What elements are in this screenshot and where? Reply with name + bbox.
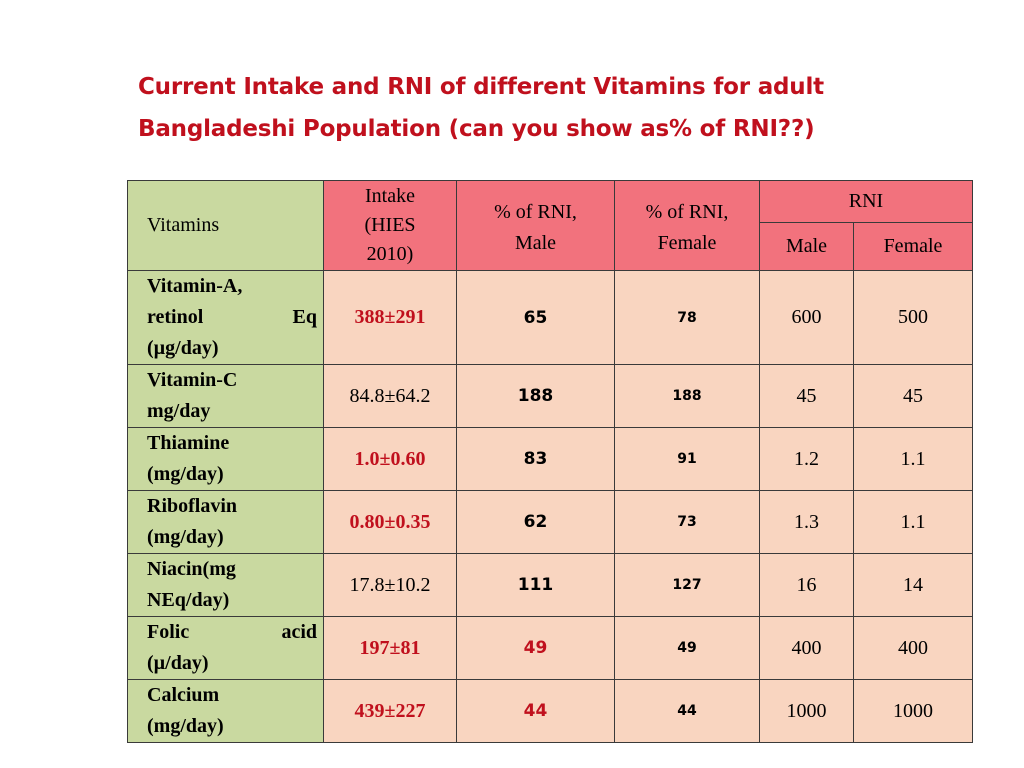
rni-male-value: 1000 [759, 679, 854, 743]
pct-rni-male-value: 49 [456, 616, 615, 680]
rni-female-value: 14 [853, 553, 973, 617]
rni-female-value: 500 [853, 270, 973, 365]
table-row: Calcium (mg/day) 439±227 44 44 1000 1000 [127, 679, 973, 743]
intake-value: 388±291 [323, 270, 457, 365]
vitamin-name-line-2: mg/day [147, 400, 211, 422]
table-row: Vitamin-C mg/day 84.8±64.2 188 188 45 45 [127, 364, 973, 428]
vitamin-name-word: acid [281, 621, 317, 643]
pct-rni-female-value: 91 [614, 427, 760, 491]
slide-title: Current Intake and RNI of different Vita… [138, 66, 958, 150]
table-header-row: Vitamins Intake (HIES 2010) % of RNI, Ma… [127, 180, 973, 271]
vitamin-name-word: Folic [147, 621, 190, 643]
intake-value: 197±81 [323, 616, 457, 680]
pct-rni-male-value: 65 [456, 270, 615, 365]
header-pct-rni-female: % of RNI, Female [614, 180, 760, 271]
table-row: Folic acid (µ/day) 197±81 49 49 400 400 [127, 616, 973, 680]
vitamin-name-line-1: Vitamin-C [147, 369, 238, 391]
pct-rni-female-value: 188 [614, 364, 760, 428]
vitamin-name-word: Eq [292, 306, 317, 328]
vitamin-name-line-1: Folic acid [147, 617, 317, 648]
table-subheader-row: Male Female [128, 222, 973, 271]
vitamin-name-line-1: Thiamine [147, 432, 230, 454]
vitamin-name-line-2: retinol Eq [147, 302, 317, 333]
vitamin-name-cell: Folic acid (µ/day) [127, 616, 324, 680]
vitamin-name-cell: Niacin(mg NEq/day) [127, 553, 324, 617]
rni-female-value: 1000 [853, 679, 973, 743]
intake-value: 1.0±0.60 [323, 427, 457, 491]
table-row: Niacin(mg NEq/day) 17.8±10.2 111 127 16 … [127, 553, 973, 617]
vitamin-name-cell: Calcium (mg/day) [127, 679, 324, 743]
pct-rni-male-value: 62 [456, 490, 615, 554]
vitamin-name-line-2: (mg/day) [147, 463, 224, 485]
vitamin-name-line-1: Vitamin-A, [147, 275, 243, 297]
header-pct-rni-male: % of RNI, Male [456, 180, 615, 271]
header-pct-male-line-1: % of RNI, [494, 201, 577, 223]
rni-male-value: 1.3 [759, 490, 854, 554]
vitamin-name-line-2: (mg/day) [147, 715, 224, 737]
rni-female-value: 1.1 [853, 427, 973, 491]
vitamin-name-word: retinol [147, 306, 204, 328]
slide-title-line-1: Current Intake and RNI of different Vita… [138, 74, 824, 100]
header-intake-line-2: (HIES [364, 214, 416, 236]
rni-male-value: 400 [759, 616, 854, 680]
header-intake-line-1: Intake [365, 185, 415, 207]
header-rni-male: Male [759, 222, 854, 271]
pct-rni-male-value: 83 [456, 427, 615, 491]
vitamin-intake-table: Vitamins Intake (HIES 2010) % of RNI, Ma… [127, 180, 973, 743]
header-rni-female: Female [853, 222, 973, 271]
rni-male-value: 1.2 [759, 427, 854, 491]
rni-female-value: 400 [853, 616, 973, 680]
pct-rni-female-value: 44 [614, 679, 760, 743]
pct-rni-female-value: 78 [614, 270, 760, 365]
table-row: Vitamin-A, retinol Eq (µg/day) 388±291 6… [127, 270, 973, 365]
vitamin-name-line-3: (µg/day) [147, 337, 219, 359]
slide-title-line-2: Bangladeshi Population (can you show as%… [138, 116, 815, 142]
header-pct-female-line-1: % of RNI, [645, 201, 729, 223]
vitamin-name-cell: Vitamin-A, retinol Eq (µg/day) [127, 270, 324, 365]
pct-rni-female-value: 49 [614, 616, 760, 680]
header-pct-female-line-2: Female [657, 232, 717, 254]
rni-female-value: 1.1 [853, 490, 973, 554]
pct-rni-female-value: 127 [614, 553, 760, 617]
intake-value: 439±227 [323, 679, 457, 743]
rni-male-value: 16 [759, 553, 854, 617]
intake-value: 0.80±0.35 [323, 490, 457, 554]
rni-female-value: 45 [853, 364, 973, 428]
pct-rni-male-value: 111 [456, 553, 615, 617]
intake-value: 84.8±64.2 [323, 364, 457, 428]
rni-male-value: 600 [759, 270, 854, 365]
table-row: Riboflavin (mg/day) 0.80±0.35 62 73 1.3 … [127, 490, 973, 554]
vitamin-name-cell: Riboflavin (mg/day) [127, 490, 324, 554]
rni-male-value: 45 [759, 364, 854, 428]
header-intake: Intake (HIES 2010) [323, 180, 457, 271]
vitamin-name-line-2: NEq/day) [147, 589, 230, 611]
vitamin-name-line-1: Niacin(mg [147, 558, 236, 580]
pct-rni-male-value: 188 [456, 364, 615, 428]
vitamin-name-line-1: Calcium [147, 684, 220, 706]
header-vitamins: Vitamins [127, 180, 324, 271]
pct-rni-female-value: 73 [614, 490, 760, 554]
intake-value: 17.8±10.2 [323, 553, 457, 617]
vitamin-name-line-2: (µ/day) [147, 652, 209, 674]
header-pct-male-line-2: Male [514, 232, 557, 254]
vitamin-name-line-1: Riboflavin [147, 495, 238, 517]
vitamin-name-cell: Thiamine (mg/day) [127, 427, 324, 491]
header-rni: RNI [759, 180, 973, 223]
header-intake-line-3: 2010) [366, 243, 414, 265]
pct-rni-male-value: 44 [456, 679, 615, 743]
vitamin-name-cell: Vitamin-C mg/day [127, 364, 324, 428]
vitamin-name-line-2: (mg/day) [147, 526, 224, 548]
table-row: Thiamine (mg/day) 1.0±0.60 83 91 1.2 1.1 [127, 427, 973, 491]
